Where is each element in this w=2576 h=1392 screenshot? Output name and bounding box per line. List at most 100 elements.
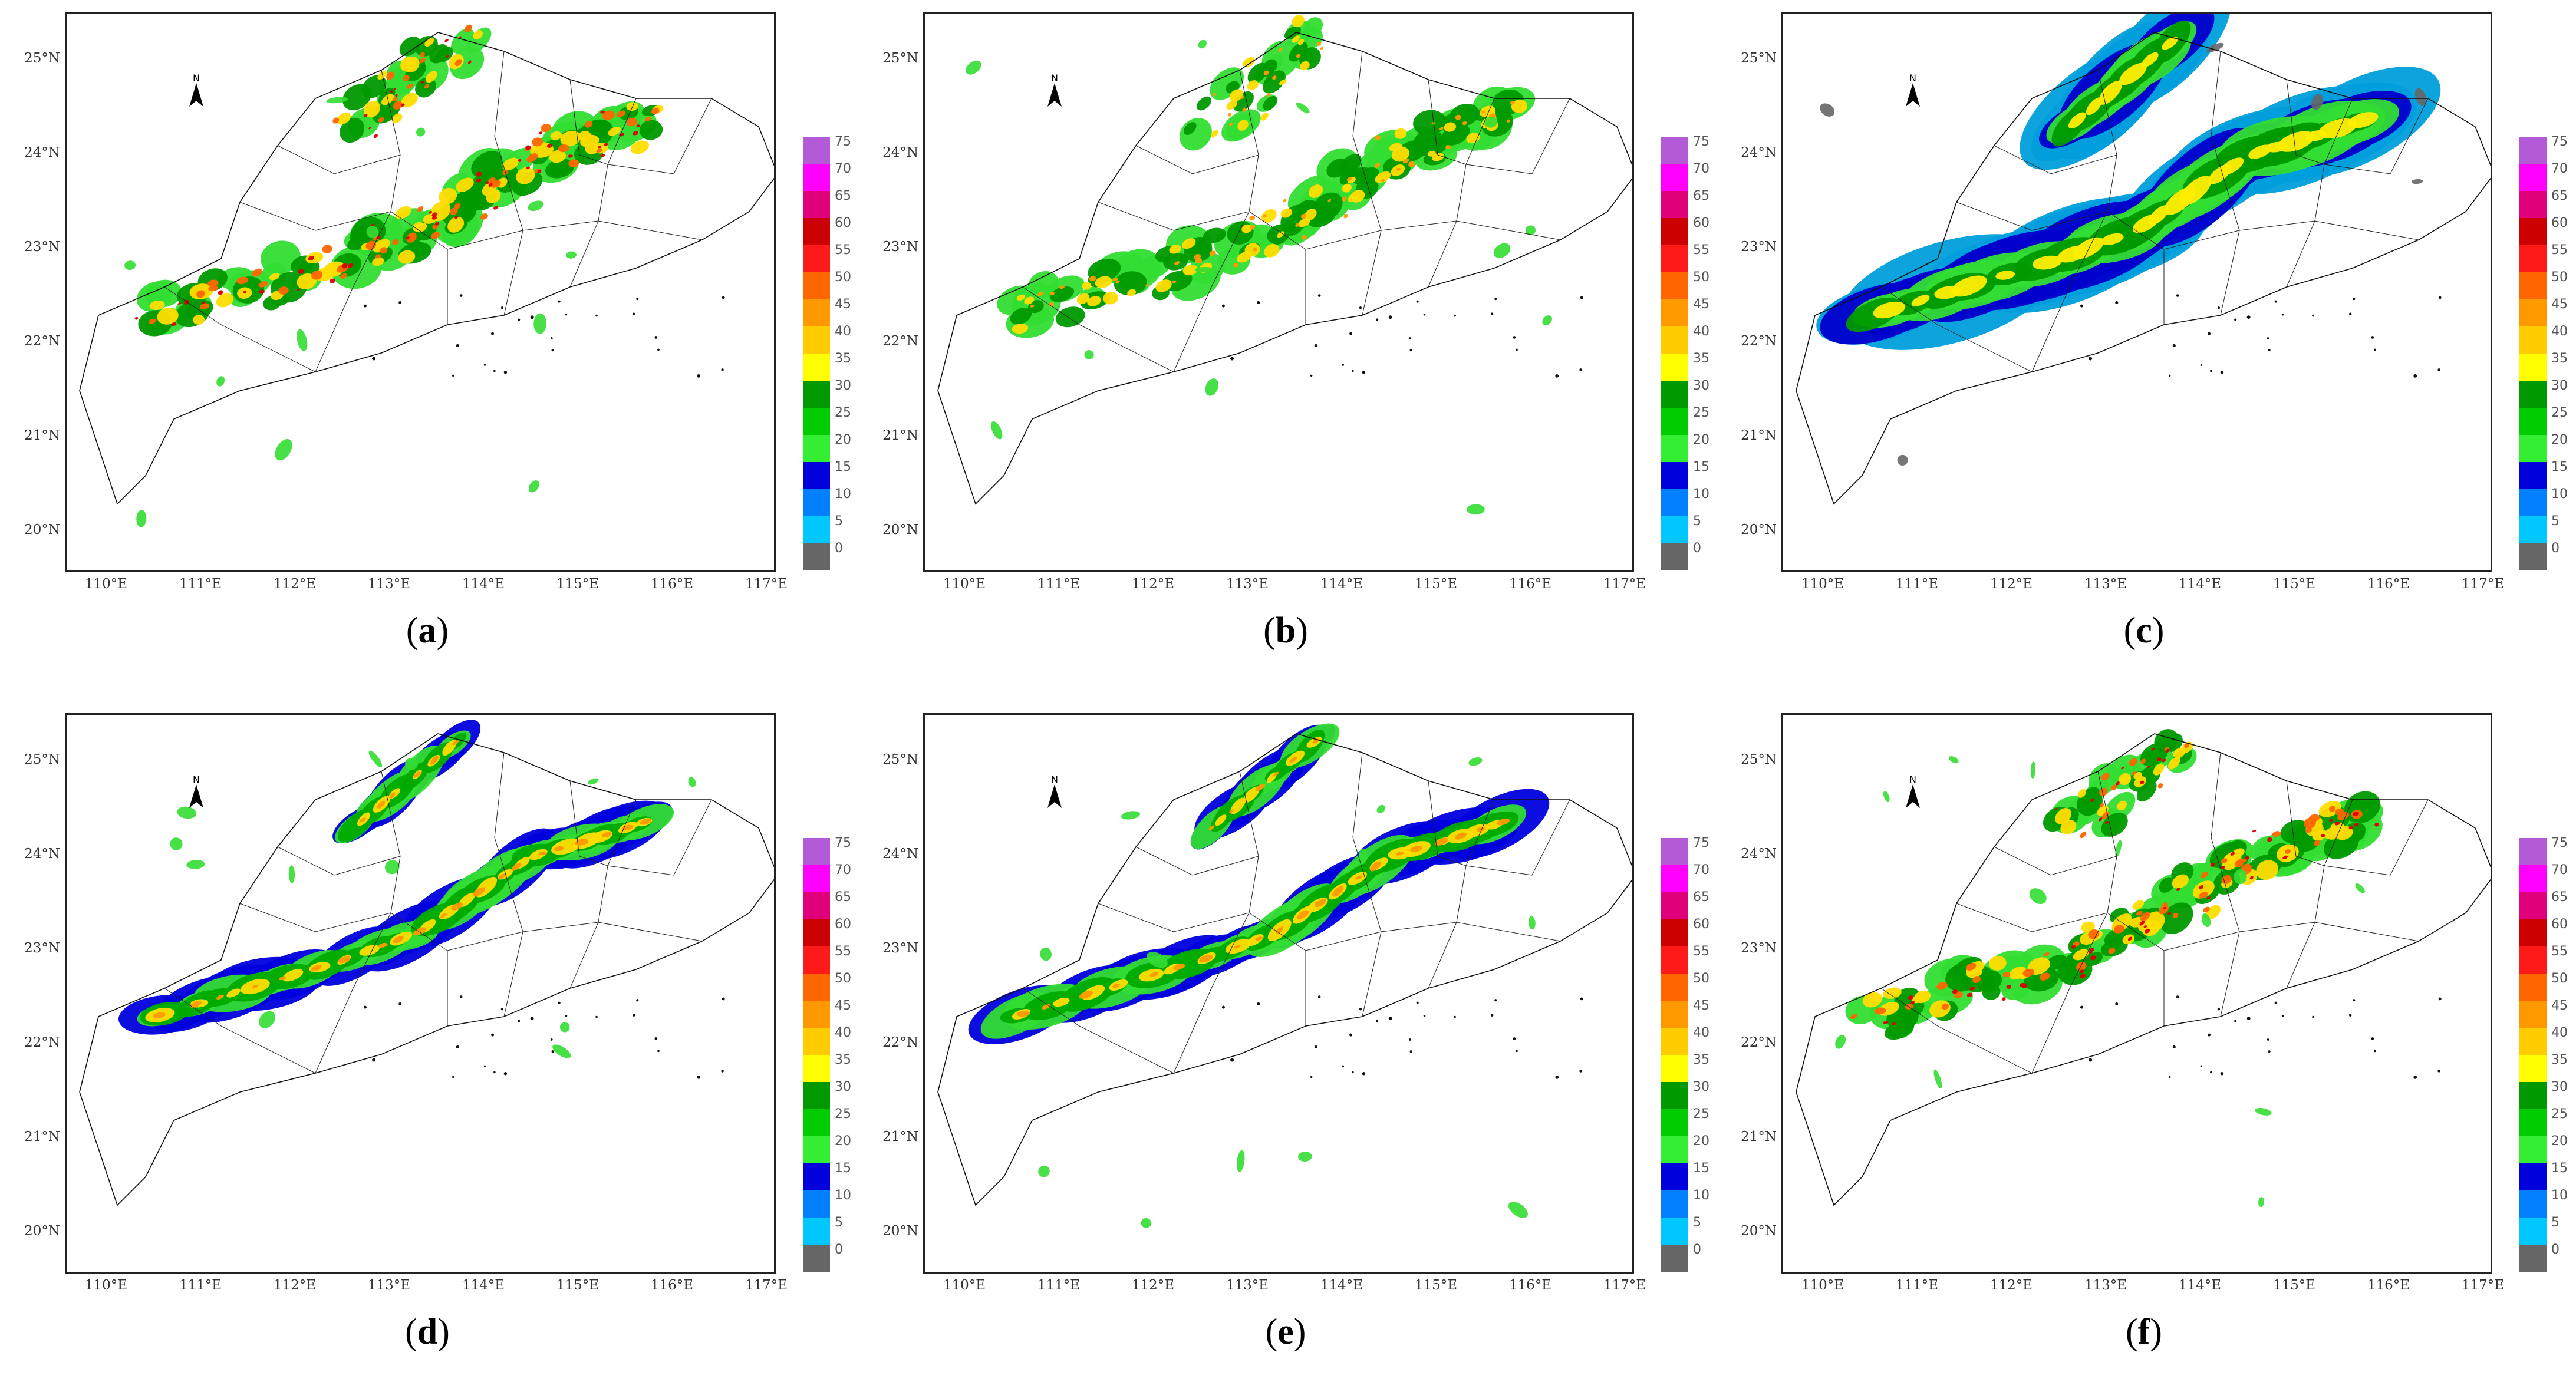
echo-patch: [308, 256, 315, 261]
colorbar-label: 55: [1693, 944, 1709, 959]
island-marker: [595, 314, 598, 317]
echo-patch: [633, 131, 638, 136]
echo-patch: [199, 303, 210, 310]
echo-patch: [378, 942, 388, 948]
island-marker: [2267, 337, 2269, 339]
latitude-tick-label: 21°N: [24, 1129, 60, 1144]
island-marker: [697, 1076, 701, 1079]
echo-patch: [588, 778, 599, 785]
colorbar-swatch: [2519, 543, 2547, 570]
island-marker: [1580, 296, 1583, 299]
north-arrow-icon: N: [1043, 774, 1066, 815]
echo-patch: [1198, 39, 1207, 49]
echo-patch: [568, 154, 573, 158]
colorbar-swatch: [803, 1163, 830, 1190]
colorbar-swatch: [2519, 1190, 2547, 1218]
echo-patch: [1327, 199, 1332, 202]
echo-patch: [1278, 48, 1283, 52]
colorbar-label: 10: [2551, 487, 2568, 502]
echo-patch: [2108, 948, 2116, 954]
echo-patch: [1995, 271, 2015, 280]
colorbar-swatch: [2519, 865, 2547, 892]
colorbar-swatch: [1661, 543, 1688, 570]
echo-patch: [332, 117, 340, 124]
island-marker: [2176, 294, 2179, 297]
echo-patch: [400, 57, 416, 72]
caption-paren: (: [2123, 611, 2136, 651]
echo-patch: [1897, 454, 1908, 466]
echo-patch: [193, 315, 205, 325]
echo-patch: [2411, 179, 2423, 184]
echo-patch: [467, 60, 472, 64]
colorbar-label: 55: [2551, 243, 2568, 258]
echo-patch: [2249, 876, 2254, 880]
echo-patch: [2144, 928, 2150, 934]
echo-patch: [2088, 929, 2100, 939]
echo-patch: [2101, 773, 2110, 781]
north-arrow-shape: [1047, 784, 1062, 808]
echo-patch: [1481, 110, 1485, 114]
island-marker: [2267, 1038, 2269, 1041]
echo-patch: [1121, 811, 1141, 820]
island-marker: [2438, 997, 2442, 1001]
echo-patch: [2220, 157, 2244, 175]
colorbar-label: 70: [2551, 161, 2568, 176]
echo-patch: [2127, 936, 2133, 941]
colorbar-swatch: [1661, 218, 1688, 245]
island-marker: [1513, 336, 1516, 339]
island-marker: [372, 1058, 376, 1062]
echo-patch: [1241, 224, 1253, 233]
city-boundary: [494, 51, 523, 316]
colorbar-label: 25: [835, 405, 851, 420]
city-boundary: [164, 286, 316, 372]
echo-patch: [1409, 846, 1422, 852]
echo-patch: [1374, 135, 1381, 141]
island-marker: [483, 1065, 486, 1067]
colorbar-label: 55: [1693, 243, 1709, 258]
island-marker: [1416, 300, 1419, 303]
echo-patch: [452, 740, 459, 746]
latitude-tick-label: 24°N: [882, 145, 918, 160]
echo-patch: [1243, 57, 1255, 68]
island-marker: [722, 296, 725, 299]
echo-patch: [1376, 804, 1385, 813]
echo-patch: [1350, 190, 1365, 203]
echo-patch: [311, 270, 323, 280]
echo-patch: [2167, 757, 2180, 770]
map-panel-b: 25°N 24°N 23°N 22°N 21°N 20°N 110°E 111°E 112°E 1…: [858, 0, 1717, 651]
echo-patch: [275, 438, 292, 461]
island-marker: [2172, 1045, 2176, 1048]
colorbar-label: 65: [2551, 890, 2568, 905]
echo-patch: [375, 254, 382, 259]
echo-patch: [1883, 987, 1902, 999]
colorbar-label: 15: [2551, 460, 2568, 474]
echo-patch: [413, 927, 426, 936]
colorbar-swatch: [2519, 1082, 2547, 1109]
echo-patch: [1155, 279, 1172, 292]
echo-patch: [2328, 806, 2336, 812]
latitude-tick-label: 25°N: [24, 51, 60, 66]
colorbar-swatch: [1661, 946, 1688, 974]
echo-patch: [533, 313, 546, 334]
colorbar-swatch: [1661, 1190, 1688, 1218]
echo-patch: [1408, 161, 1415, 167]
island-marker: [2172, 344, 2176, 347]
echo-patch: [2160, 902, 2193, 935]
colorbar-swatch: [1661, 462, 1688, 489]
colorbar-label: 40: [2551, 1025, 2568, 1040]
colorbar-swatch: [1661, 489, 1688, 516]
city-boundary: [1428, 79, 1570, 174]
echo-patch: [471, 151, 503, 178]
echo-patch: [430, 756, 439, 765]
island-marker: [1362, 371, 1366, 374]
echo-patch: [1874, 1007, 1886, 1015]
echo-patch: [2354, 823, 2359, 827]
island-marker: [1408, 1038, 1411, 1041]
panel-caption: (b): [1212, 610, 1359, 652]
echo-patch: [991, 421, 1003, 440]
echo-patch: [153, 1012, 166, 1018]
city-boundary: [315, 771, 401, 1074]
island-marker: [2348, 312, 2352, 315]
echo-patch: [1203, 227, 1226, 243]
echo-patch: [2202, 906, 2211, 912]
